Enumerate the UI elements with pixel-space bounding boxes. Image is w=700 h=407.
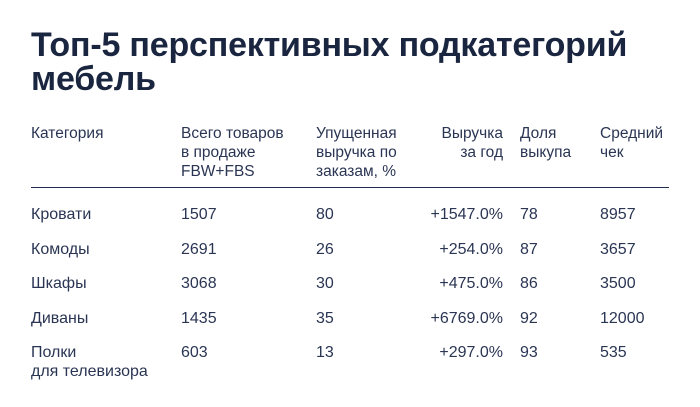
- cell-buyout-share: 78: [520, 206, 538, 223]
- cell-category: Комоды: [31, 240, 90, 258]
- cell-annual-revenue: +1547.0%: [430, 206, 503, 223]
- table-row: Кровати 1507 80 +1547.0% 78 8957: [31, 202, 669, 237]
- cell-annual-revenue: +475.0%: [439, 275, 503, 292]
- page-title-line-1: Топ-5 перспективных подкатегорий: [31, 26, 628, 64]
- table-row: Шкафы 3068 30 +475.0% 86 3500: [31, 271, 669, 306]
- header-category: Категория: [31, 125, 104, 142]
- cell-annual-revenue: +297.0%: [439, 344, 503, 361]
- cell-lost-revenue: 26: [316, 240, 334, 258]
- cell-lost-revenue: 13: [316, 344, 334, 361]
- cell-lost-revenue: 80: [316, 206, 334, 223]
- cell-average-check: 8957: [600, 206, 636, 223]
- cell-total-products: 1435: [181, 309, 217, 327]
- cell-buyout-share: 86: [520, 275, 538, 292]
- page-title-line-2: мебель: [31, 60, 156, 98]
- cell-category: Диваны: [31, 309, 89, 327]
- cell-category: Полки для телевизора: [31, 344, 148, 380]
- header-buyout-share: Доля выкупа: [520, 125, 572, 161]
- page-title: Топ-5 перспективных подкатегорий мебель: [31, 28, 671, 96]
- cell-annual-revenue: +254.0%: [439, 240, 503, 258]
- cell-total-products: 3068: [181, 275, 217, 292]
- cell-average-check: 3657: [600, 240, 636, 258]
- cell-average-check: 12000: [600, 309, 645, 327]
- table-row: Комоды 2691 26 +254.0% 87 3657: [31, 237, 669, 272]
- cell-annual-revenue: +6769.0%: [430, 309, 503, 327]
- cell-buyout-share: 87: [520, 240, 538, 258]
- header-total-products: Всего товаров в продаже FBW+FBS: [181, 125, 284, 180]
- cell-average-check: 535: [600, 344, 627, 361]
- cell-category: Кровати: [31, 206, 92, 223]
- cell-lost-revenue: 30: [316, 275, 334, 292]
- table-row: Полки для телевизора 603 13 +297.0% 93 5…: [31, 340, 669, 380]
- header-average-check: Средний чек: [600, 125, 664, 161]
- cell-total-products: 1507: [181, 206, 217, 223]
- cell-buyout-share: 93: [520, 344, 538, 361]
- table-body: Кровати 1507 80 +1547.0% 78 8957 Комоды …: [31, 188, 669, 380]
- categories-table: Категория Всего товаров в продаже FBW+FB…: [31, 124, 669, 380]
- header-lost-revenue: Упущенная выручка по заказам, %: [316, 125, 397, 180]
- header-annual-revenue: Выручка за год: [441, 125, 504, 161]
- cell-buyout-share: 92: [520, 309, 538, 327]
- cell-total-products: 2691: [181, 240, 217, 258]
- cell-total-products: 603: [181, 344, 208, 361]
- cell-lost-revenue: 35: [316, 309, 334, 327]
- cell-average-check: 3500: [600, 275, 636, 292]
- cell-category: Шкафы: [31, 275, 87, 292]
- table-row: Диваны 1435 35 +6769.0% 92 12000: [31, 306, 669, 341]
- table-header: Категория Всего товаров в продаже FBW+FB…: [31, 124, 669, 188]
